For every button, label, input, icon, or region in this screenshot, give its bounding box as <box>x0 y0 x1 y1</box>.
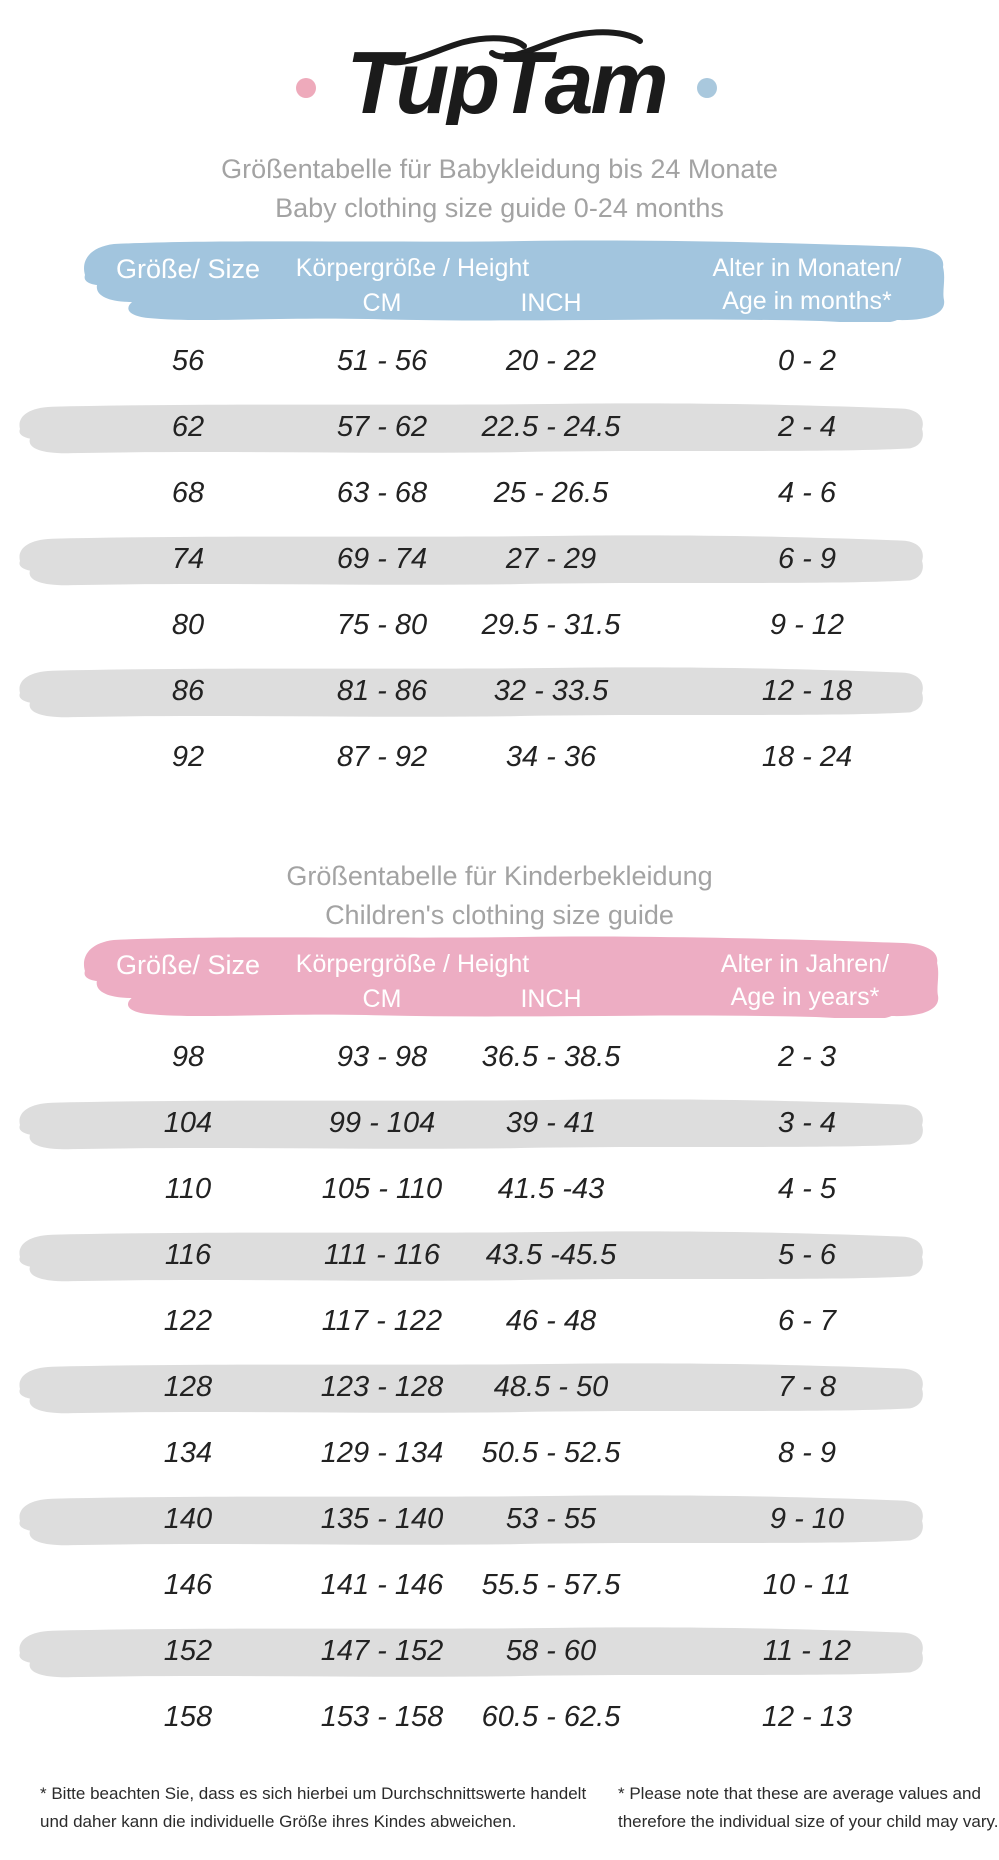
svg-text:TupTam: TupTam <box>346 33 665 125</box>
